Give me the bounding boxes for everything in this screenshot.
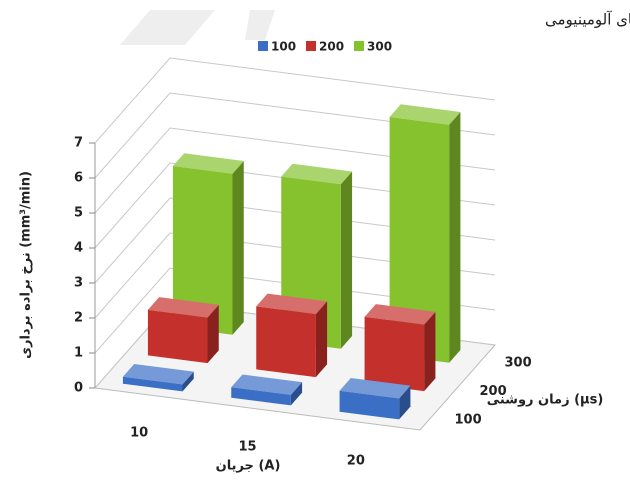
bar-side [232,161,244,335]
bar-front [231,387,291,406]
bar-front [339,390,400,420]
bar-side [424,311,436,392]
bar [364,304,436,392]
bar-top [231,374,303,395]
bar-front [256,306,316,378]
legend-label: 200 [319,40,344,54]
grid-line [94,92,496,179]
bar [122,363,194,392]
chart-title: الف) الکترودهای آلومینیومی [545,11,630,29]
grid-line [94,127,496,214]
bar [172,153,244,335]
grid-line [94,57,496,144]
bar-side [340,171,353,349]
bar-top [122,363,194,385]
grid-line [94,162,496,249]
bar-side [182,371,194,392]
bar-top [389,104,461,125]
legend-label: 300 [367,40,392,54]
y-tick-label: 2 [74,311,83,326]
bar-front [364,316,425,392]
y-tick-label: 7 [74,136,83,151]
y-tick-label: 5 [74,206,83,221]
legend-swatch [258,41,268,51]
bar [256,293,328,378]
z-tick-label: 100 [455,412,482,427]
watermark [120,10,215,45]
legend-label: 100 [271,40,296,54]
grid-line [94,197,496,284]
y-tick-label: 6 [74,171,83,186]
y-tick-label: 0 [74,381,83,396]
bar-front [122,376,183,392]
bar-top [172,153,244,174]
bar-top [339,377,411,399]
bar-top [281,163,353,185]
bar-front [172,166,233,335]
bar-side [207,304,219,364]
y-tick-label: 4 [74,241,83,256]
grid-line [94,232,496,319]
bar-side [449,112,461,363]
grid-line [94,267,496,354]
bar-front [147,309,208,364]
y-axis-label: نرخ براده برداری (mm³/min) [19,171,34,359]
z-axis-label: زمان روشنی (µs) [487,393,604,408]
x-tick-label: 15 [238,440,256,455]
bar-side [290,382,303,406]
bar [231,374,303,406]
bar [389,104,461,363]
bar-front [389,117,450,363]
y-tick-label: 1 [74,346,83,361]
bar-side [315,301,328,378]
y-tick-label: 3 [74,276,83,291]
z-tick-label: 300 [505,356,532,371]
bar [339,377,411,420]
x-axis-label: جریان (A) [216,459,281,474]
x-tick-label: 10 [130,426,148,441]
x-tick-label: 20 [347,454,365,469]
bar-side [399,385,411,420]
bar-top [147,297,219,318]
bar [147,297,219,364]
legend-swatch [306,41,316,51]
bar-top [364,304,436,325]
z-tick-label: 200 [480,384,507,399]
legend-swatch [354,41,364,51]
bar-top [256,293,328,315]
watermark [245,10,275,40]
